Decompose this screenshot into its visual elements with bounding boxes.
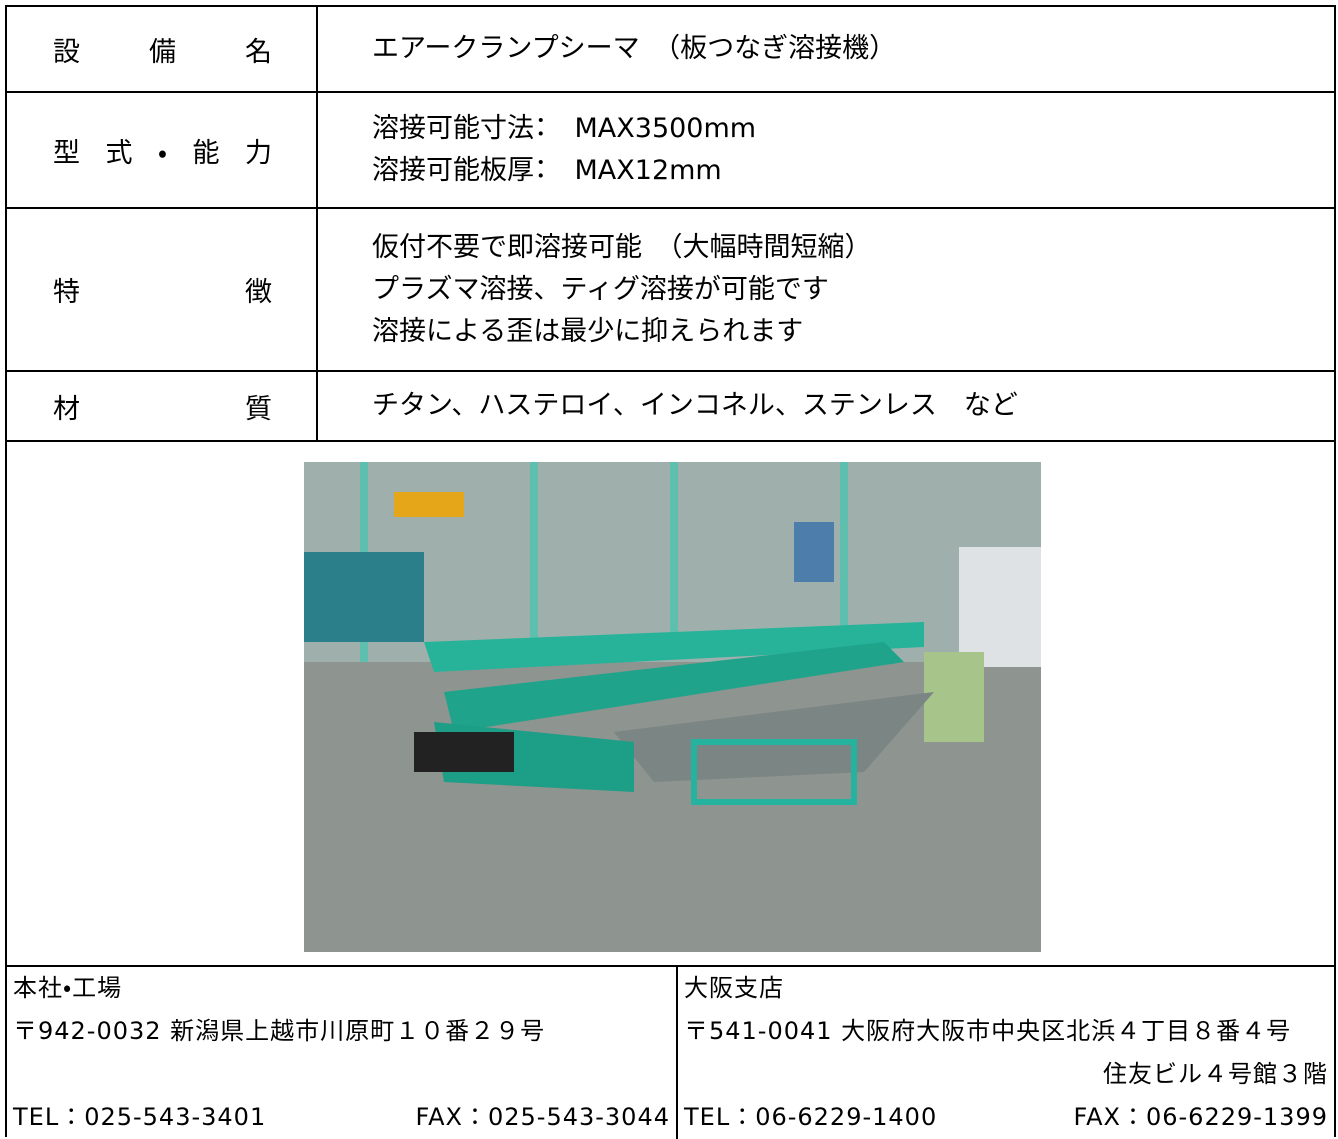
head-office: 本社・工場 〒942-0032 新潟県上越市川原町１０番２９号 TEL：025-… [7, 967, 678, 1139]
value-line: 溶接可能板厚： MAX12mm [372, 155, 722, 186]
fax: FAX：025-543-3044 [415, 1103, 670, 1131]
value-line: 仮付不要で即溶接可能 （大幅時間短縮） [372, 231, 872, 263]
value-line: 溶接可能寸法： MAX3500mm [372, 113, 757, 144]
contact: TEL：025-543-3401 FAX：025-543-3044 [13, 1096, 670, 1139]
row-value-cell: 溶接可能寸法： MAX3500mm 溶接可能板厚： MAX12mm [318, 93, 1334, 207]
address: 住友ビル４号館３階 [1103, 1060, 1328, 1088]
osaka-branch: 大阪支店 〒541-0041 大阪府大阪市中央区北浜４丁目８番４号 住友ビル４号… [678, 967, 1334, 1139]
tel: TEL：06-6229-1400 [684, 1103, 938, 1131]
office-title: 大阪支店 [684, 974, 784, 1002]
row-label: 特徴 [53, 277, 272, 308]
value-line: プラズマ溶接、ティグ溶接が可能です [372, 273, 829, 305]
spec-row: 材質 チタン、ハステロイ、インコネル、ステンレス など [7, 372, 1334, 442]
office-title: 本社・工場 [13, 974, 123, 1002]
row-value-cell: エアークランプシーマ （板つなぎ溶接機） [318, 7, 1334, 91]
address: 〒942-0032 新潟県上越市川原町１０番２９号 [13, 1017, 546, 1045]
row-label-cell: 設備名 [7, 7, 318, 91]
fax: FAX：06-6229-1399 [1073, 1103, 1328, 1131]
machine-photo [304, 462, 1041, 952]
row-label: 設備名 [53, 36, 272, 68]
spec-sheet: 設備名 エアークランプシーマ （板つなぎ溶接機） 型式・能力 溶接可能寸法： MAX3… [5, 5, 1336, 1139]
contact: TEL：06-6229-1400 FAX：06-6229-1399 [684, 1096, 1328, 1139]
value-line: エアークランプシーマ （板つなぎ溶接機） [372, 33, 897, 64]
row-label: 材質 [53, 393, 272, 425]
value-line: 溶接による歪は最少に抑えられます [372, 315, 804, 347]
row-value-cell: チタン、ハステロイ、インコネル、ステンレス など [318, 372, 1334, 440]
spec-row: 設備名 エアークランプシーマ （板つなぎ溶接機） [7, 7, 1334, 93]
row-label-cell: 材質 [7, 372, 318, 440]
photo-cell [7, 442, 1334, 967]
value-line: チタン、ハステロイ、インコネル、ステンレス など [372, 390, 1018, 421]
row-label: 型式・能力 [53, 137, 272, 169]
row-value-cell: 仮付不要で即溶接可能 （大幅時間短縮） プラズマ溶接、ティグ溶接が可能です 溶接によ… [318, 209, 1334, 370]
address: 〒541-0041 大阪府大阪市中央区北浜４丁目８番４号 [684, 1017, 1292, 1045]
row-label-cell: 型式・能力 [7, 93, 318, 207]
tel: TEL：025-543-3401 [13, 1103, 267, 1131]
row-label-cell: 特徴 [7, 209, 318, 370]
spec-row: 特徴 仮付不要で即溶接可能 （大幅時間短縮） プラズマ溶接、ティグ溶接が可能です 溶接… [7, 209, 1334, 372]
spec-row: 型式・能力 溶接可能寸法： MAX3500mm 溶接可能板厚： MAX12mm [7, 93, 1334, 209]
